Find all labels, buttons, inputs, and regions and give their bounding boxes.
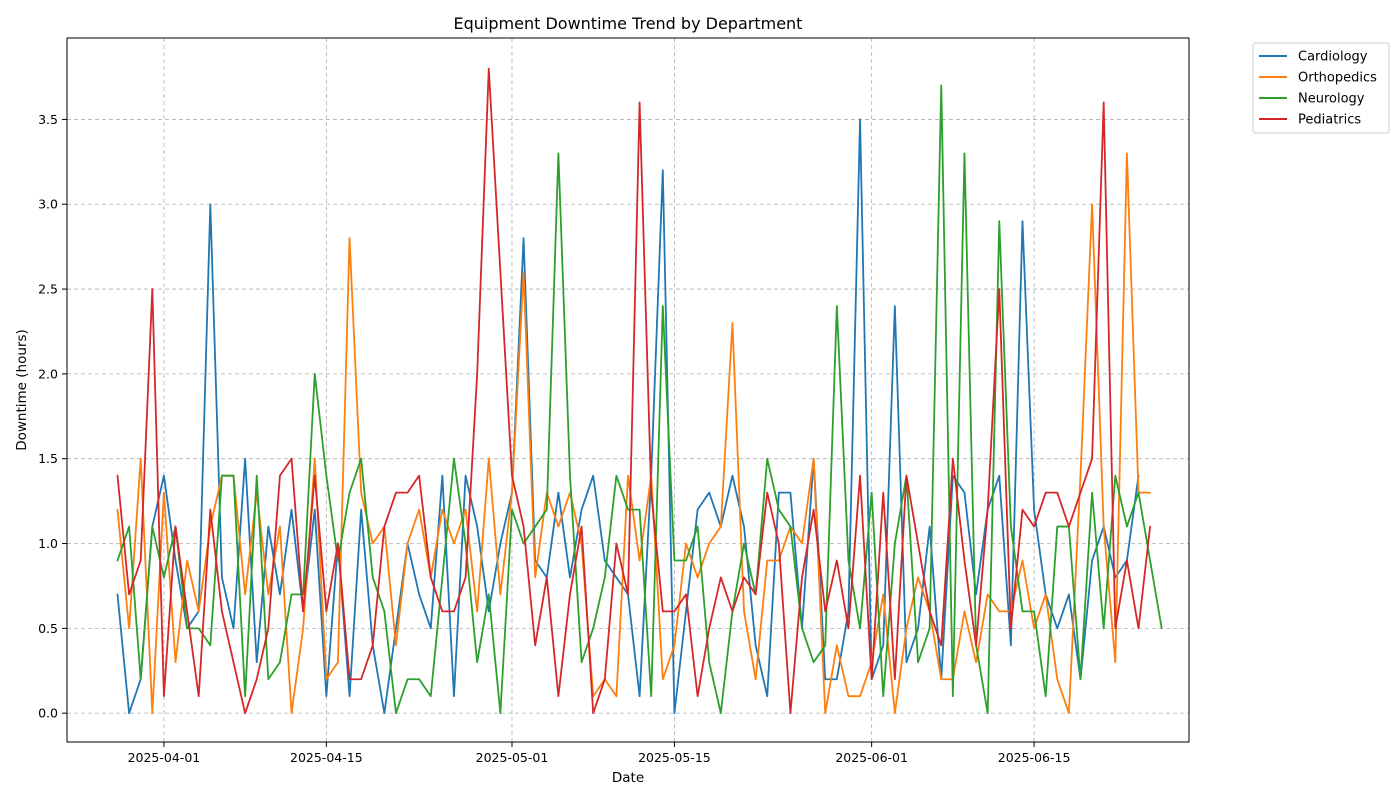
legend-label-cardiology: Cardiology [1298,50,1368,65]
x-axis: 2025-04-01 2025-04-15 2025-05-01 2025-05-15… [128,742,1071,765]
y-tick-label: 3.0 [38,197,58,212]
series-line-pediatrics [116,67,1151,715]
x-axis-label: Date [612,770,644,786]
y-axis: 0.0 0.5 1.0 1.5 2.0 2.5 3.0 3.5 [38,112,67,721]
y-tick-label: 1.5 [38,451,58,466]
x-tick-label: 2025-06-01 [835,750,908,765]
series-layer [116,67,1163,715]
legend: Cardiology Orthopedics Neurology Pediatrics [1252,42,1390,134]
grid-layer [67,38,1189,742]
series-line-orthopedics [116,152,1151,715]
y-tick-label: 2.5 [38,282,58,297]
y-tick-label: 1.0 [38,536,58,551]
x-tick-label: 2025-04-01 [128,750,201,765]
y-tick-label: 3.5 [38,112,58,127]
x-tick-label: 2025-05-15 [638,750,711,765]
x-tick-label: 2025-06-15 [998,750,1071,765]
x-tick-label: 2025-04-15 [290,750,363,765]
y-tick-label: 2.0 [38,366,58,381]
plot-area-frame [66,37,1190,743]
x-tick-label: 2025-05-01 [476,750,549,765]
legend-label-orthopedics: Orthopedics [1298,71,1377,86]
legend-label-pediatrics: Pediatrics [1298,113,1361,128]
y-tick-label: 0.5 [38,621,58,636]
y-tick-label: 0.0 [38,706,58,721]
legend-label-neurology: Neurology [1298,92,1365,107]
legend-frame [1252,42,1390,134]
y-axis-label: Downtime (hours) [14,329,30,451]
series-line-neurology [116,84,1163,715]
chart-title: Equipment Downtime Trend by Department [454,14,803,33]
